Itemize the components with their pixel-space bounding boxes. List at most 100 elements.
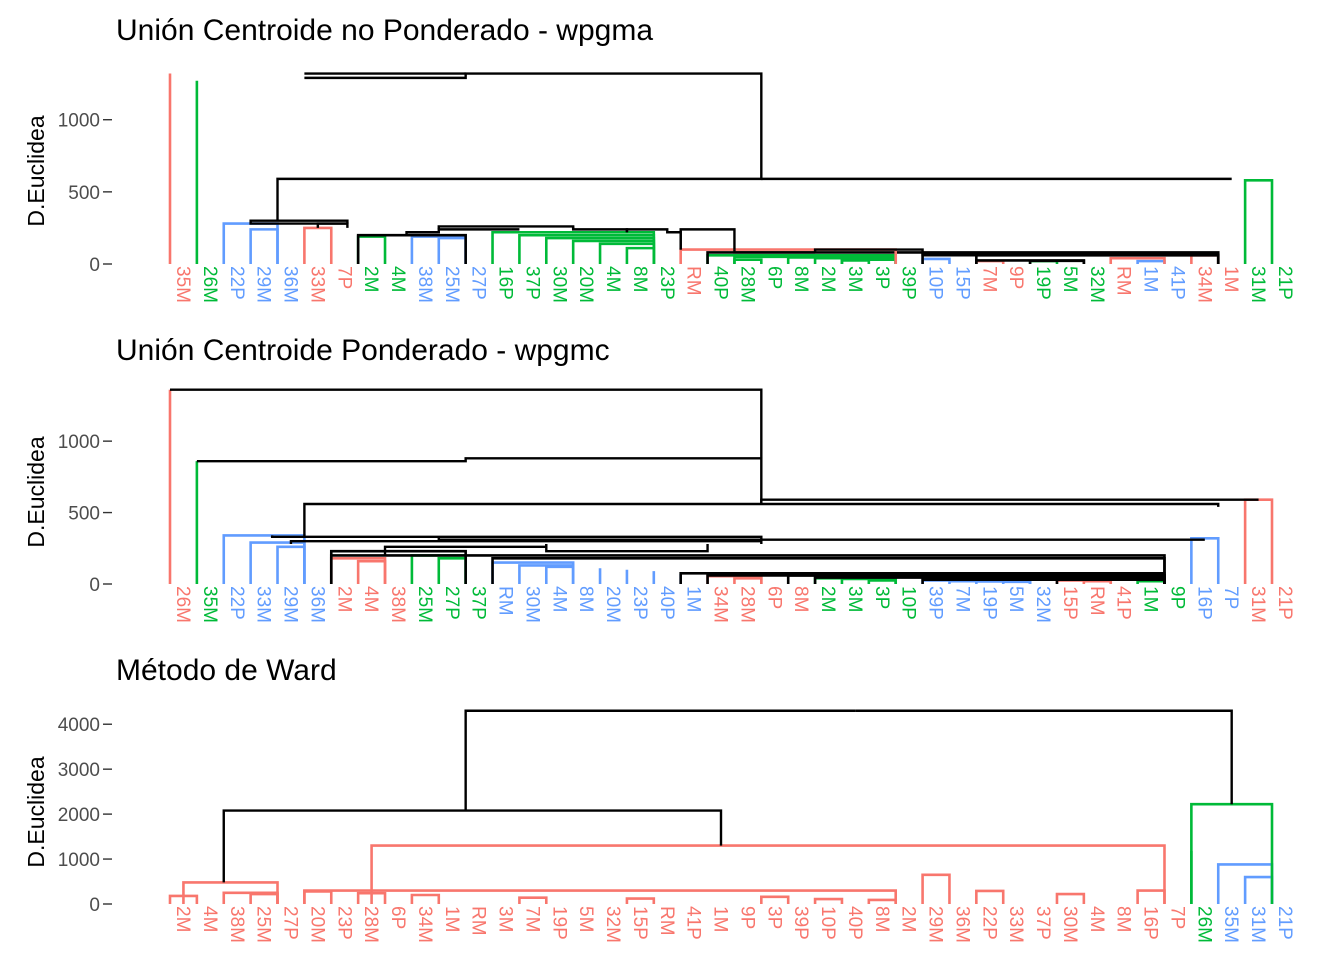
leaf-label: 30M (1059, 906, 1080, 943)
leaf-label: 26M (172, 586, 193, 623)
leaf-label: 26M (1193, 906, 1214, 943)
leaf-label: 4M (199, 906, 220, 932)
y-tick-label: 1000 (58, 850, 100, 871)
leaf-label: 15P (951, 266, 972, 300)
leaf-label: 15P (629, 906, 650, 940)
leaf-label: 2M (360, 266, 381, 292)
leaf-label: 29M (925, 906, 946, 943)
leaf-label: 16P (1140, 906, 1161, 940)
leaf-label: 3M (844, 586, 865, 612)
leaf-label: 8M (1113, 906, 1134, 932)
leaf-label: 7M (978, 266, 999, 292)
leaf-label: 37P (1032, 906, 1053, 940)
leaf-label: 29M (280, 586, 301, 623)
leaf-label: 33M (253, 586, 274, 623)
y-tick-label: 0 (89, 255, 100, 276)
leaf-label: 1M (710, 906, 731, 932)
leaf-label: 35M (1220, 906, 1241, 943)
dendrogram-branch (1243, 179, 1274, 264)
leaf-label: 41P (1113, 586, 1134, 620)
leaf-label: 5M (1005, 586, 1026, 612)
leaf-label: 9P (1005, 266, 1026, 289)
dendrogram-branch (356, 559, 387, 584)
leaf-label: 28M (360, 906, 381, 943)
leaf-label: 41P (683, 906, 704, 940)
leaf-label: 10P (925, 266, 946, 300)
leaf-label: 36M (280, 266, 301, 303)
dendrogram-branch (410, 893, 441, 904)
dendrogram-branch (249, 892, 279, 904)
leaf-label: 23P (333, 906, 354, 940)
leaf-label: 27P (468, 266, 489, 300)
leaf-label: 8M (629, 266, 650, 292)
dendrogram-branch (1243, 498, 1274, 584)
leaf-label: 15P (1059, 586, 1080, 620)
y-tick-label: 1000 (58, 111, 100, 132)
leaf-label: 2M (898, 906, 919, 932)
leaf-label: 6P (387, 906, 408, 929)
leaf-label: 34M (1193, 266, 1214, 303)
leaf-label: 9P (1166, 586, 1187, 609)
leaf-label: 3M (844, 266, 865, 292)
dendrogram-branch (1190, 802, 1274, 904)
leaf-label: 4M (387, 266, 408, 292)
leaf-label: 27P (280, 906, 301, 940)
dendrogram-link (855, 709, 1233, 805)
leaf-label: 4M (548, 586, 569, 612)
leaf-label: 3P (871, 586, 892, 609)
leaf-label: 25M (441, 266, 462, 303)
dendrogram-branch (329, 554, 1166, 584)
y-tick-label: 500 (68, 504, 100, 525)
dendrogram-branch (733, 258, 763, 264)
dendrogram-link (222, 809, 723, 883)
leaf-label: 39P (925, 586, 946, 620)
leaf-label: 36M (951, 906, 972, 943)
dendrogram-branch (760, 895, 790, 904)
leaf-label: 34M (710, 586, 731, 623)
dendrogram-link (437, 536, 1205, 541)
leaf-label: 5M (575, 906, 596, 932)
dendrogram-branch (518, 233, 656, 264)
dendrogram-branch (249, 228, 279, 264)
leaf-label: 38M (226, 906, 247, 943)
leaf-label: 22P (978, 906, 999, 940)
dendrogram-branch (276, 545, 306, 584)
dendrogram-branch (491, 230, 656, 264)
leaf-label: 23P (629, 586, 650, 620)
leaf-label: 27P (441, 586, 462, 620)
leaf-label: 36M (306, 586, 327, 623)
dendrogram-branch (679, 248, 898, 264)
dendrogram-branch (437, 556, 467, 584)
y-tick-label: 2000 (58, 805, 100, 826)
y-axis-label: D.Euclidea (23, 756, 49, 867)
leaf-label: 1M (1140, 266, 1161, 292)
dendrogram-link (679, 228, 736, 250)
leaf-label: 16P (495, 266, 516, 300)
leaf-label: 31M (1247, 266, 1268, 303)
leaf-label: 40P (656, 586, 677, 620)
leaf-label: 34M (414, 906, 435, 943)
leaf-label: 3M (495, 906, 516, 932)
leaf-label: 6P (763, 266, 784, 289)
y-tick-label: 3000 (58, 760, 100, 781)
leaf-label: RM (683, 266, 704, 296)
dendrogram-branch (182, 881, 279, 904)
y-axis-label: D.Euclidea (23, 115, 49, 226)
leaf-label: 37P (468, 586, 489, 620)
dendrogram-link (813, 248, 924, 253)
dendrogram-link (545, 544, 709, 553)
leaf-label: 22P (226, 266, 247, 300)
dendrogram-link (988, 252, 1031, 257)
leaf-label: 22P (226, 586, 247, 620)
leaf-label: 19P (1032, 266, 1053, 300)
leaf-label: 20M (306, 906, 327, 943)
dendrogram-branch (1243, 875, 1274, 904)
leaf-label: 1M (1140, 586, 1161, 612)
y-tick-label: 0 (89, 575, 100, 596)
panel-title: Unión Centroide no Ponderado - wpgma (116, 14, 653, 47)
dendrogram-branch (356, 235, 387, 264)
leaf-label: RM (656, 906, 677, 936)
leaf-label: 6P (763, 586, 784, 609)
leaf-label: 33M (306, 266, 327, 303)
